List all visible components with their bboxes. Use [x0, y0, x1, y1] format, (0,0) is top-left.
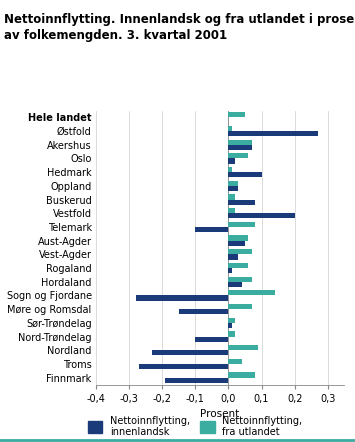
Bar: [228, 282, 242, 287]
Bar: [228, 240, 245, 246]
Bar: [228, 194, 235, 200]
Bar: [228, 172, 262, 177]
Bar: [228, 263, 248, 268]
Bar: [228, 167, 232, 172]
Bar: [139, 364, 228, 369]
Bar: [179, 309, 228, 314]
Bar: [228, 332, 235, 337]
Bar: [228, 131, 318, 136]
Bar: [228, 359, 242, 364]
Bar: [228, 181, 238, 186]
Bar: [228, 200, 255, 205]
Bar: [228, 290, 275, 296]
Legend: Nettoinnflytting,
innenlandsk, Nettoinnflytting,
fra utlandet: Nettoinnflytting, innenlandsk, Nettoinnf…: [88, 415, 302, 437]
Bar: [195, 337, 228, 342]
Bar: [228, 345, 258, 350]
Bar: [228, 268, 232, 273]
Bar: [136, 296, 228, 301]
Bar: [228, 145, 252, 150]
X-axis label: Prosent: Prosent: [201, 409, 240, 419]
Bar: [228, 222, 255, 227]
Bar: [195, 227, 228, 232]
Bar: [228, 323, 232, 328]
Bar: [228, 158, 235, 164]
Bar: [228, 153, 248, 158]
Bar: [228, 318, 235, 323]
Bar: [228, 186, 238, 191]
Text: Nettoinnflytting. Innenlandsk og fra utlandet i prosent
av folkemengden. 3. kvar: Nettoinnflytting. Innenlandsk og fra utl…: [4, 13, 355, 42]
Bar: [165, 377, 228, 383]
Bar: [152, 350, 228, 355]
Bar: [228, 254, 238, 259]
Bar: [228, 304, 252, 309]
Bar: [228, 140, 252, 145]
Bar: [228, 236, 248, 240]
Bar: [228, 126, 232, 131]
Bar: [228, 213, 295, 218]
Bar: [228, 249, 252, 255]
Bar: [228, 208, 235, 213]
Bar: [228, 373, 255, 377]
Bar: [228, 112, 245, 117]
Bar: [228, 277, 252, 282]
